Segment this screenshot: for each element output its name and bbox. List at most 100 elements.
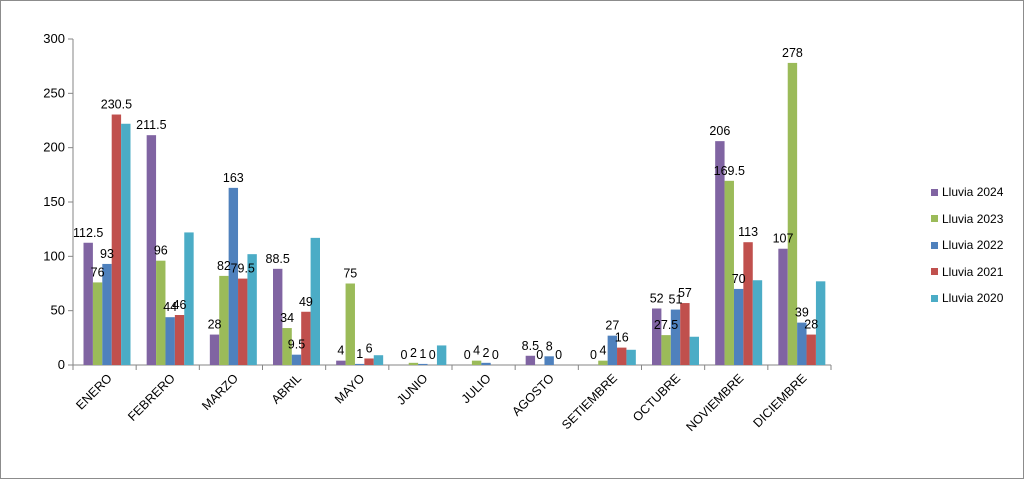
bar-lluvia-2021 [806,334,816,365]
bar-lluvia-2023 [661,335,671,365]
bar-lluvia-2023 [598,360,608,365]
x-category-label: MARZO [199,371,241,413]
bar-lluvia-2023 [724,180,734,365]
data-label: 27.5 [654,318,678,332]
data-label: 76 [91,265,105,279]
data-label: 96 [154,244,168,258]
data-label: 52 [650,291,664,305]
bar-lluvia-2021 [174,315,185,365]
bar-lluvia-2023 [92,282,103,365]
data-label: 79.5 [231,262,255,276]
bar-lluvia-2022 [670,309,681,365]
legend-label: Lluvia 2021 [942,264,1004,279]
data-label: 34 [280,311,294,325]
y-tick-label: 150 [43,194,65,209]
data-label: 230.5 [101,98,132,112]
bar-lluvia-2024 [715,141,725,365]
bar-lluvia-2020 [373,355,384,365]
bar-lluvia-2022 [733,288,744,365]
bar-lluvia-2024 [652,308,662,365]
bar-lluvia-2022 [165,317,175,365]
data-label: 46 [173,298,187,312]
bar-lluvia-2024 [525,355,536,365]
data-label: 27 [605,319,619,333]
x-category-label: JUNIO [394,371,431,408]
legend-item: Lluvia 2024 [931,179,1021,206]
data-label: 88.5 [266,252,290,266]
bar-lluvia-2020 [752,280,763,365]
legend-swatch [931,241,938,249]
y-tick-label: 250 [43,85,65,100]
data-label: 28 [208,318,222,332]
data-label: 0 [492,348,499,362]
y-tick-label: 200 [43,140,65,155]
legend-swatch [931,268,938,276]
bar-lluvia-2023 [408,362,419,365]
x-category-label: NOVIEMBRE [683,371,746,434]
bar-lluvia-2021 [680,303,690,365]
bar-lluvia-2021 [364,358,374,365]
legend-item: Lluvia 2020 [931,285,1021,312]
data-label: 1 [419,347,426,361]
bar-lluvia-2022 [102,263,112,365]
bar-lluvia-2022 [418,363,428,365]
data-label: 4 [599,344,606,358]
bar-lluvia-2021 [238,278,248,365]
data-label: 169.5 [714,164,745,178]
data-label: 57 [678,286,692,300]
bar-lluvia-2021 [617,347,627,365]
y-tick-label: 300 [43,31,65,46]
data-label: 70 [732,272,746,286]
legend-label: Lluvia 2022 [942,238,1004,253]
bar-lluvia-2020 [689,336,699,365]
bar-lluvia-2023 [471,360,482,365]
bar-lluvia-2022 [354,363,365,365]
data-label: 9.5 [288,338,305,352]
bar-lluvia-2020 [310,237,320,365]
data-label: 6 [366,341,373,355]
x-category-label: OCTUBRE [630,371,683,424]
x-category-label: ABRIL [269,371,304,406]
bar-lluvia-2022 [544,356,554,365]
legend-swatch [931,294,938,302]
data-label: 0 [429,348,436,362]
bar-lluvia-2020 [121,123,131,365]
x-category-label: JULIO [459,371,494,406]
data-label: 82 [217,259,231,273]
bar-lluvia-2023 [156,260,166,365]
data-label: 0 [401,348,408,362]
y-tick-label: 100 [43,248,65,263]
legend-swatch [931,188,938,196]
x-category-label: MAYO [332,371,367,406]
legend-item: Lluvia 2021 [931,259,1021,286]
data-label: 2 [410,346,417,360]
x-category-label: ENERO [73,371,115,413]
data-label: 93 [100,247,114,261]
data-label: 113 [738,225,758,239]
bar-lluvia-2022 [291,354,302,365]
bar-lluvia-2022 [607,335,618,365]
bar-lluvia-2024 [778,248,788,365]
bar-lluvia-2020 [247,254,257,365]
bar-lluvia-2020 [436,345,447,365]
data-label: 0 [555,348,562,362]
data-label: 39 [795,306,809,320]
bar-lluvia-2024 [273,268,283,365]
bar-lluvia-2023 [282,328,292,365]
data-label: 8 [546,339,553,353]
data-label: 0 [536,348,543,362]
legend-item: Lluvia 2022 [931,232,1021,259]
chart-legend: Lluvia 2024 Lluvia 2023 Lluvia 2022 Lluvia … [931,179,1021,312]
data-label: 1 [356,347,363,361]
legend-label: Lluvia 2024 [942,185,1004,200]
data-label: 4 [337,344,344,358]
bar-lluvia-2020 [626,349,636,365]
data-label: 206 [709,124,730,138]
data-label: 2 [483,346,490,360]
bar-lluvia-2023 [219,275,229,365]
data-label: 44 [163,300,177,314]
bar-lluvia-2023 [787,62,798,365]
data-label: 107 [773,232,794,246]
data-label: 163 [223,171,244,185]
